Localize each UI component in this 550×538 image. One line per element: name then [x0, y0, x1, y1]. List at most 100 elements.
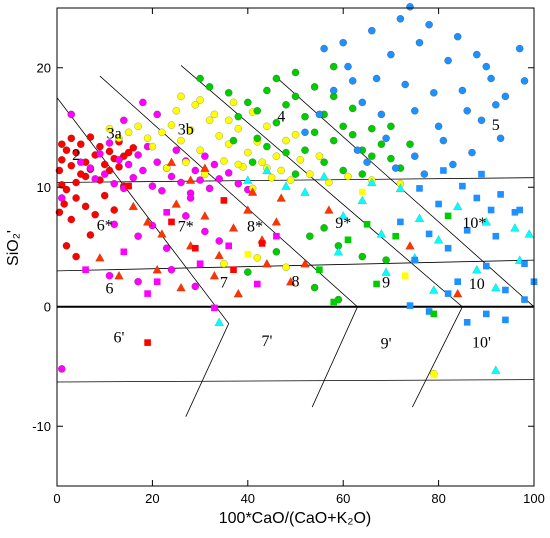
data-point-triangle	[319, 171, 329, 181]
data-point-square	[244, 250, 252, 258]
data-point-circle	[110, 206, 119, 214]
data-point-triangle	[414, 213, 425, 223]
data-point-triangle	[200, 163, 210, 172]
data-point-triangle	[243, 205, 253, 214]
region-label-r6: 6	[106, 281, 114, 298]
data-point-square	[401, 272, 409, 279]
data-point-circle	[76, 158, 85, 167]
data-point-circle	[339, 122, 348, 131]
data-point-circle	[172, 146, 181, 155]
data-point-square	[258, 240, 266, 247]
data-point-circle	[463, 106, 472, 115]
data-point-circle	[496, 134, 505, 143]
data-point-circle	[358, 98, 367, 107]
data-point-circle	[220, 259, 228, 268]
region-label-r6prime: 6'	[114, 330, 125, 347]
boundary-divider-1	[56, 97, 230, 417]
data-point-circle	[72, 252, 80, 261]
data-point-circle	[382, 256, 390, 264]
x-tick-label: 100	[523, 491, 545, 506]
data-point-circle	[501, 92, 510, 101]
data-point-circle	[291, 68, 300, 77]
data-point-circle	[100, 170, 109, 178]
data-point-circle	[205, 116, 214, 125]
region-label-r2: 2	[72, 147, 80, 164]
data-point-circle	[105, 124, 114, 133]
data-point-circle	[410, 106, 419, 115]
data-point-circle	[62, 241, 71, 250]
data-point-circle	[119, 116, 128, 125]
data-point-triangle	[376, 229, 387, 238]
data-point-circle	[515, 44, 524, 53]
data-point-circle	[296, 155, 305, 164]
data-point-square	[273, 232, 280, 240]
data-point-circle	[210, 110, 219, 119]
data-point-triangle	[271, 217, 282, 226]
data-point-triangle	[114, 270, 124, 280]
data-point-circle	[105, 271, 114, 280]
data-point-circle	[458, 86, 467, 95]
data-point-circle	[215, 132, 224, 140]
data-point-circle	[205, 184, 214, 193]
data-point-circle	[329, 62, 338, 71]
x-tick-label: 20	[145, 491, 159, 506]
data-point-triangle	[367, 177, 377, 187]
data-point-circle	[143, 134, 152, 143]
data-point-triangle	[510, 223, 520, 232]
data-point-circle	[453, 32, 462, 41]
data-point-circle	[224, 169, 233, 177]
x-tick-label: 60	[336, 491, 350, 506]
data-point-circle	[191, 282, 200, 291]
data-point-circle	[124, 128, 133, 137]
data-point-circle	[272, 152, 281, 161]
data-point-circle	[105, 147, 114, 156]
data-point-circle	[367, 124, 376, 133]
data-point-circle	[210, 160, 219, 169]
data-point-circle	[158, 128, 166, 137]
data-point-circle	[358, 170, 367, 178]
data-point-square	[435, 200, 442, 208]
data-point-circle	[291, 170, 300, 178]
data-point-triangle	[152, 264, 162, 274]
boundary-upper-horizontal	[56, 177, 535, 183]
region-label-r8: 8	[292, 273, 300, 290]
data-point-triangle	[233, 288, 244, 298]
data-point-square	[454, 278, 461, 285]
data-point-circle	[67, 215, 76, 224]
data-point-circle	[55, 166, 64, 175]
data-point-circle	[162, 244, 171, 253]
data-point-square	[144, 290, 151, 297]
data-point-square	[120, 248, 128, 256]
data-point-circle	[100, 191, 109, 200]
data-point-circle	[282, 263, 290, 272]
data-point-circle	[310, 283, 319, 292]
data-point-square	[230, 266, 237, 273]
data-point-circle	[196, 74, 204, 83]
region-label-r9prime: 9'	[381, 336, 392, 353]
data-point-circle	[196, 176, 204, 184]
data-point-circle	[115, 163, 123, 171]
data-point-circle	[358, 252, 367, 261]
data-point-circle	[129, 173, 138, 182]
data-points	[55, 2, 538, 379]
data-point-circle	[348, 130, 357, 139]
data-point-circle	[162, 164, 171, 172]
region-label-r10star: 10*	[462, 215, 486, 232]
data-point-circle	[62, 185, 71, 194]
data-point-square	[516, 206, 523, 214]
boundary-lower-horizontal	[56, 259, 535, 272]
data-point-square	[511, 209, 519, 216]
data-point-circle	[124, 160, 133, 169]
data-point-circle	[344, 62, 352, 71]
region-label-r9star: 9*	[335, 215, 351, 232]
data-point-circle	[410, 152, 419, 161]
data-point-triangle	[262, 165, 272, 175]
data-point-triangle	[433, 234, 444, 244]
data-point-circle	[315, 152, 324, 161]
data-point-circle	[305, 232, 314, 241]
region-label-r10prime: 10'	[472, 334, 491, 351]
data-point-triangle	[300, 258, 310, 268]
data-point-square	[225, 242, 232, 250]
data-point-square	[254, 280, 261, 288]
data-point-circle	[62, 146, 71, 155]
